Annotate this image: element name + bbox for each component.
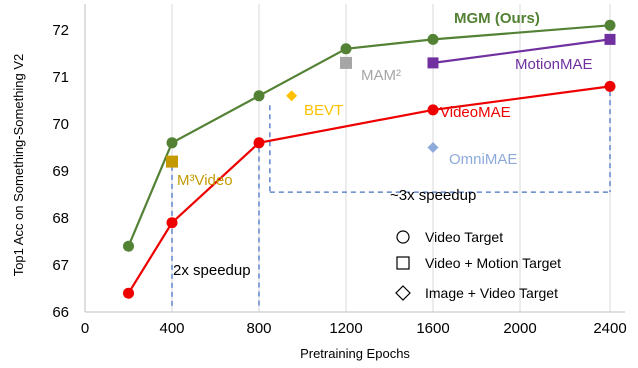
legend: Video Target Video + Motion Target Image +… (395, 229, 561, 301)
data-point (427, 33, 439, 45)
legend-label: Video + Motion Target (425, 255, 561, 271)
y-tick-label: 72 (52, 22, 69, 39)
series-label: OmniMAE (449, 151, 517, 168)
series-label: VideoMAE (440, 104, 511, 121)
x-tick-label: 400 (159, 320, 184, 337)
series-label: MotionMAE (515, 56, 593, 73)
legend-diamond-marker (395, 285, 411, 301)
data-points (123, 19, 616, 299)
annotation-3x-speedup: ~3x speedup (390, 187, 476, 204)
data-point (604, 80, 616, 92)
data-point (123, 287, 134, 299)
legend-label: Image + Video Target (425, 285, 558, 301)
data-point (286, 90, 298, 102)
data-point (166, 155, 178, 168)
annotation-2x-speedup: 2x speedup (173, 262, 251, 279)
x-axis-label: Pretraining Epochs (300, 346, 410, 361)
x-tick-label: 2000 (503, 320, 536, 337)
y-tick-label: 68 (52, 210, 69, 227)
y-tick-label: 67 (52, 257, 69, 274)
data-point (166, 217, 178, 229)
series-label: BEVT (304, 102, 343, 119)
data-point (427, 104, 439, 116)
series-label: M³Video (177, 172, 233, 189)
x-tick-label: 2400 (593, 320, 626, 337)
data-point (166, 137, 178, 149)
data-point (340, 43, 352, 55)
data-point (123, 240, 134, 252)
data-point (340, 56, 352, 69)
data-point (604, 33, 616, 45)
legend-square-marker (396, 256, 410, 270)
data-labels: MGM (Ours) VideoMAE MotionMAE M³Video MAM² BE… (177, 10, 593, 189)
series-label: MGM (Ours) (454, 10, 540, 27)
data-point (253, 90, 265, 102)
speedup-guides: 2x speedup ~3x speedup (171, 91, 611, 310)
data-point (427, 57, 439, 69)
axes: 0 400 800 1200 1600 2000 2400 66 67 68 69 70 71 72 (52, 4, 627, 337)
y-tick-label: 71 (52, 69, 69, 86)
y-tick-label: 69 (52, 163, 69, 180)
x-tick-label: 0 (81, 320, 89, 337)
y-tick-label: 70 (52, 116, 69, 133)
legend-label: Video Target (425, 229, 503, 245)
data-point (427, 142, 439, 153)
x-tick-label: 800 (246, 320, 271, 337)
series-line (127, 24, 611, 247)
x-tick-label: 1600 (416, 320, 449, 337)
data-point (253, 137, 265, 149)
data-point (604, 19, 616, 31)
x-tick-label: 1200 (329, 320, 362, 337)
y-axis-label: Top1 Acc on Something-Something V2 (11, 54, 26, 277)
series-line (432, 38, 611, 64)
y-tick-label: 66 (52, 304, 69, 321)
series-label: MAM² (361, 67, 401, 84)
legend-circle-marker (396, 230, 410, 244)
